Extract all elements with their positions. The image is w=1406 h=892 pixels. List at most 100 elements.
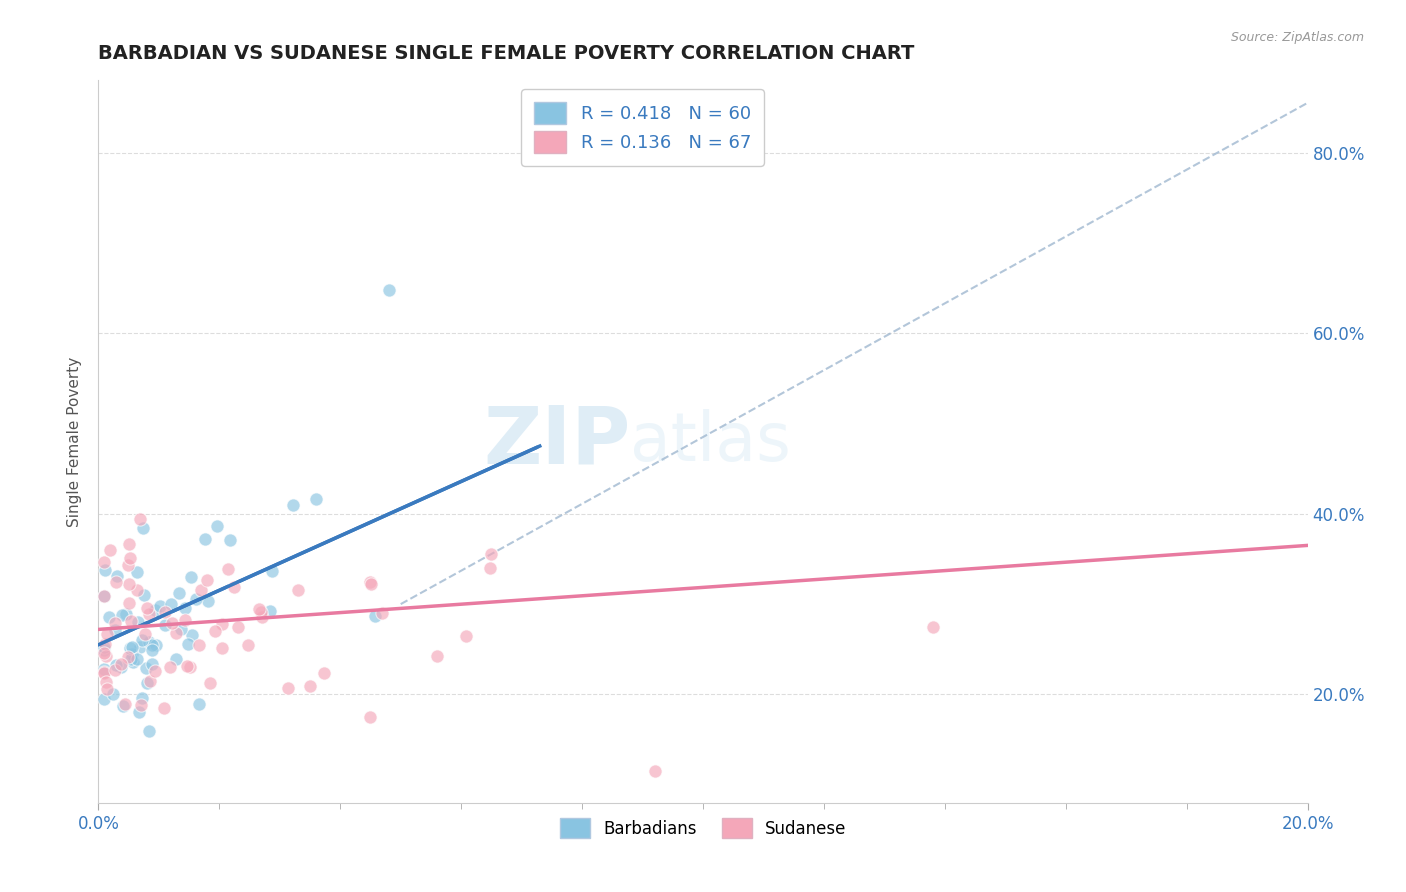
- Point: [128, 706, 150, 720]
- Point: [135, 600, 157, 615]
- Point: [259, 604, 281, 618]
- Point: [93, 590, 115, 604]
- Point: [153, 605, 176, 619]
- Point: [114, 607, 136, 621]
- Point: [217, 562, 239, 576]
- Point: [211, 641, 233, 656]
- Text: BARBADIAN VS SUDANESE SINGLE FEMALE POVERTY CORRELATION CHART: BARBADIAN VS SUDANESE SINGLE FEMALE POVE…: [98, 45, 915, 63]
- Point: [153, 701, 176, 715]
- Text: Source: ZipAtlas.com: Source: ZipAtlas.com: [1230, 31, 1364, 45]
- Y-axis label: Single Female Poverty: Single Female Poverty: [67, 357, 83, 526]
- Point: [250, 606, 273, 620]
- Point: [125, 652, 148, 666]
- Point: [143, 603, 166, 617]
- Point: [93, 643, 115, 657]
- Point: [129, 698, 152, 712]
- Point: [112, 699, 135, 714]
- Point: [170, 622, 193, 636]
- Point: [219, 533, 242, 548]
- Point: [312, 665, 335, 680]
- Point: [426, 648, 449, 663]
- Point: [644, 764, 666, 779]
- Point: [159, 660, 181, 674]
- Point: [190, 583, 212, 598]
- Point: [160, 615, 183, 630]
- Point: [226, 620, 249, 634]
- Point: [236, 638, 259, 652]
- Point: [177, 637, 200, 651]
- Point: [364, 609, 387, 624]
- Point: [262, 564, 284, 578]
- Point: [129, 640, 152, 654]
- Point: [127, 565, 149, 579]
- Point: [121, 640, 143, 654]
- Point: [110, 657, 132, 671]
- Point: [94, 675, 117, 690]
- Point: [121, 652, 143, 666]
- Point: [117, 558, 139, 573]
- Point: [160, 597, 183, 611]
- Point: [180, 570, 202, 584]
- Point: [136, 676, 159, 690]
- Point: [188, 638, 211, 652]
- Point: [131, 690, 153, 705]
- Point: [111, 607, 134, 622]
- Point: [96, 626, 118, 640]
- Legend: Barbadians, Sudanese: Barbadians, Sudanese: [553, 812, 853, 845]
- Point: [377, 283, 399, 297]
- Point: [93, 662, 115, 676]
- Point: [195, 573, 218, 587]
- Point: [454, 629, 477, 643]
- Point: [478, 561, 501, 575]
- Point: [204, 624, 226, 638]
- Point: [249, 602, 271, 616]
- Point: [96, 682, 118, 697]
- Point: [222, 580, 245, 594]
- Point: [94, 648, 117, 663]
- Point: [114, 697, 136, 711]
- Point: [93, 665, 115, 680]
- Point: [117, 650, 139, 665]
- Text: atlas: atlas: [630, 409, 792, 475]
- Point: [138, 635, 160, 649]
- Point: [138, 607, 160, 621]
- Point: [198, 676, 221, 690]
- Point: [153, 618, 176, 632]
- Point: [134, 660, 156, 674]
- Point: [94, 563, 117, 577]
- Point: [360, 710, 382, 724]
- Point: [93, 646, 115, 660]
- Point: [194, 533, 217, 547]
- Point: [121, 647, 143, 661]
- Point: [97, 610, 120, 624]
- Point: [93, 589, 115, 603]
- Point: [281, 498, 304, 512]
- Point: [120, 614, 142, 628]
- Point: [188, 698, 211, 712]
- Point: [101, 687, 124, 701]
- Point: [174, 613, 197, 627]
- Point: [134, 627, 156, 641]
- Point: [110, 659, 132, 673]
- Point: [93, 665, 115, 680]
- Point: [173, 600, 195, 615]
- Point: [141, 643, 163, 657]
- Point: [129, 512, 152, 526]
- Point: [104, 658, 127, 673]
- Point: [118, 536, 141, 550]
- Point: [127, 615, 149, 629]
- Point: [305, 491, 328, 506]
- Point: [138, 724, 160, 739]
- Point: [167, 586, 190, 600]
- Point: [921, 620, 943, 634]
- Point: [107, 569, 129, 583]
- Point: [299, 679, 322, 693]
- Point: [139, 673, 162, 688]
- Point: [104, 615, 127, 630]
- Point: [149, 599, 172, 613]
- Point: [120, 550, 142, 565]
- Point: [141, 657, 163, 671]
- Point: [131, 633, 153, 648]
- Point: [122, 656, 145, 670]
- Point: [176, 658, 198, 673]
